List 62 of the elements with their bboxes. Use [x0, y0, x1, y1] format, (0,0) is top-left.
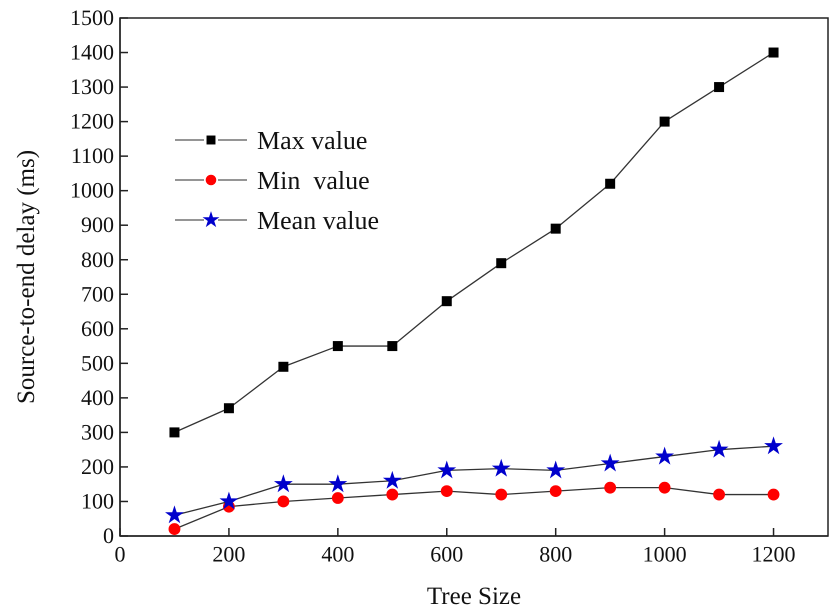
y-tick-label: 500 [81, 350, 114, 376]
point [550, 485, 562, 498]
y-tick-label: 400 [81, 384, 114, 410]
point [492, 458, 511, 477]
point [604, 482, 616, 494]
point [274, 474, 293, 492]
point [714, 82, 724, 92]
point [440, 485, 453, 498]
y-tick-label: 100 [81, 488, 114, 514]
point [764, 436, 783, 454]
point [220, 492, 238, 510]
point [328, 474, 348, 492]
y-tick-label: 1100 [70, 143, 114, 168]
y-axis-title: Source-to-end delay (ms) [13, 150, 40, 404]
x-axis-title: Tree Size [426, 583, 522, 610]
x-tick-label: 1200 [752, 542, 796, 567]
y-tick-label: 1200 [70, 108, 114, 134]
point [546, 460, 566, 478]
x-tick-label: 200 [212, 542, 246, 567]
point [277, 496, 290, 508]
y-tick-label: 300 [81, 419, 114, 444]
point [550, 224, 561, 234]
point [278, 362, 288, 372]
point [442, 296, 452, 306]
point [437, 460, 456, 478]
point [658, 482, 671, 494]
y-tick-label: 900 [81, 212, 114, 238]
point [768, 488, 780, 500]
point [600, 454, 620, 472]
point [386, 488, 398, 500]
legend-label: Min value [257, 166, 370, 195]
x-tick-label: 600 [430, 542, 464, 567]
x-tick-label: 800 [539, 542, 572, 567]
point [169, 427, 180, 438]
legend-label: Mean value [257, 206, 380, 235]
y-tick-label: 800 [81, 246, 114, 272]
point [655, 446, 674, 465]
x-tick-label: 1000 [642, 542, 687, 567]
point [660, 116, 670, 127]
x-tick-label: 400 [321, 542, 354, 567]
point [495, 488, 508, 500]
y-tick-label: 1000 [70, 178, 114, 203]
point [332, 492, 344, 504]
point [332, 341, 343, 352]
point [710, 440, 728, 458]
point [768, 48, 779, 58]
y-tick-label: 700 [81, 281, 114, 306]
point [387, 341, 398, 352]
point [713, 488, 725, 500]
point [165, 505, 184, 524]
y-tick-label: 1300 [70, 74, 114, 100]
y-tick-label: 1400 [70, 40, 114, 65]
point [496, 258, 506, 268]
legend-label: Max value [257, 126, 368, 155]
y-tick-label: 1500 [70, 5, 114, 30]
point [382, 470, 402, 489]
y-tick-label: 600 [81, 316, 114, 341]
point [224, 403, 234, 414]
y-tick-label: 0 [103, 523, 114, 548]
y-tick-label: 200 [81, 454, 114, 479]
point [605, 178, 616, 189]
point [168, 523, 180, 535]
